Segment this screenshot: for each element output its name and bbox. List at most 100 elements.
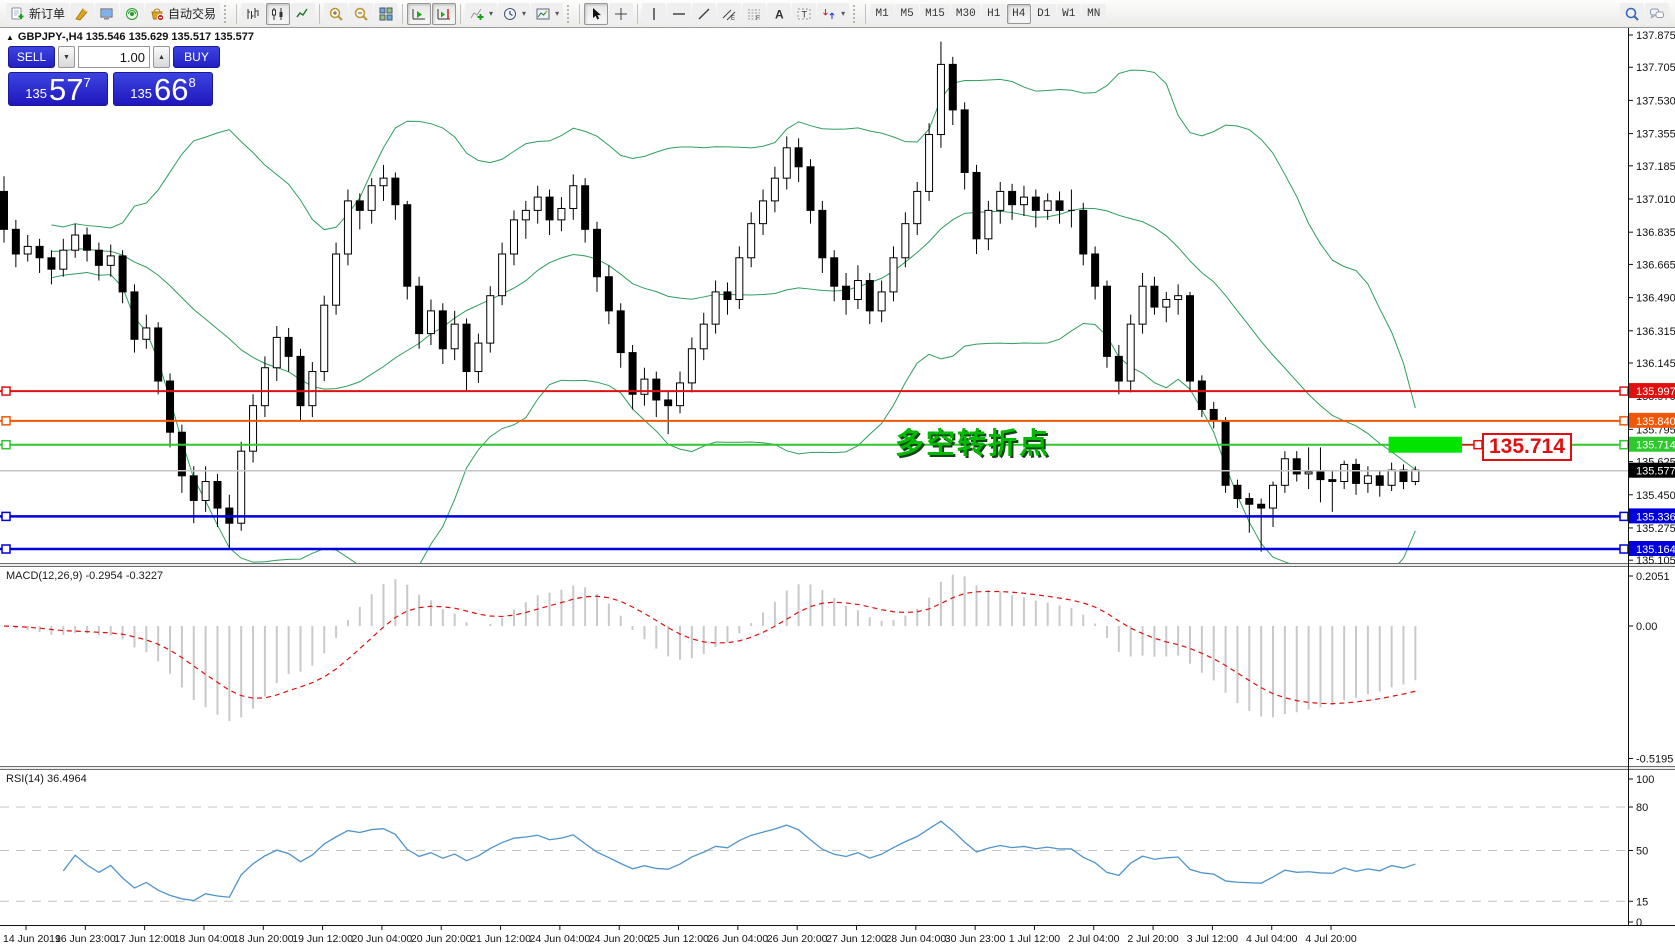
- templates-button[interactable]: ▾: [531, 2, 564, 25]
- chart-candles-button[interactable]: [266, 2, 291, 25]
- timeframe-h1-button[interactable]: H1: [981, 3, 1006, 24]
- label-button[interactable]: T: [792, 2, 817, 25]
- symbol-ohlc-text: GBPJPY-,H4 135.546 135.629 135.517 135.5…: [17, 31, 254, 43]
- timeframe-w1-button[interactable]: W1: [1056, 3, 1081, 24]
- volume-increase-button[interactable]: ▲: [153, 46, 170, 68]
- caret-down-icon[interactable]: ▾: [522, 9, 527, 18]
- new-order-button[interactable]: 新订单: [6, 2, 70, 25]
- line-handle[interactable]: [1, 544, 11, 554]
- callout-handle[interactable]: [1473, 439, 1483, 450]
- horizontal-price-lines[interactable]: [0, 386, 1629, 554]
- caret-down-icon[interactable]: ▾: [489, 9, 494, 18]
- line-handle[interactable]: [1619, 511, 1629, 522]
- svg-text:0: 0: [1636, 917, 1642, 929]
- timeframe-m1-button[interactable]: M1: [870, 3, 895, 24]
- timeframe-m15-button[interactable]: M15: [920, 3, 950, 24]
- zoom-out-button[interactable]: [349, 2, 374, 25]
- svg-text:2 Jul 20:00: 2 Jul 20:00: [1127, 933, 1179, 945]
- styler-icon: [74, 6, 90, 22]
- svg-text:19 Jun 12:00: 19 Jun 12:00: [292, 933, 353, 945]
- styler-button[interactable]: [70, 2, 95, 25]
- timeframe-mn-button[interactable]: MN: [1081, 3, 1106, 24]
- svg-text:18 Jun 20:00: 18 Jun 20:00: [233, 933, 294, 945]
- cursor-button[interactable]: [584, 2, 609, 25]
- pane-separator-1[interactable]: [0, 563, 1675, 567]
- pane-separator-2[interactable]: [0, 766, 1675, 770]
- crosshair-icon: [613, 6, 629, 22]
- svg-text:-0.5195: -0.5195: [1636, 753, 1673, 765]
- chat-button[interactable]: [1645, 2, 1669, 25]
- search-button[interactable]: [1620, 2, 1644, 25]
- toolbar-separator: [460, 3, 462, 24]
- autotrade-button[interactable]: 自动交易: [145, 2, 221, 25]
- svg-text:16 Jun 23:00: 16 Jun 23:00: [55, 933, 116, 945]
- chart-bars-icon: [245, 6, 261, 22]
- timeframe-m30-button[interactable]: M30: [950, 3, 981, 24]
- toolbar-grip[interactable]: [567, 4, 572, 23]
- price-axis[interactable]: 137.875 137.705 137.530 137.355 137.185 137.0…: [1628, 30, 1675, 567]
- toolbar-separator: [637, 3, 639, 24]
- chart-bars-button[interactable]: [241, 2, 266, 25]
- caret-down-icon[interactable]: ▾: [555, 9, 560, 18]
- fibonacci-button[interactable]: F: [742, 2, 767, 25]
- chart-candles-icon: [270, 6, 286, 22]
- arrows-button[interactable]: ▾: [817, 2, 850, 25]
- line-handle[interactable]: [1, 511, 11, 522]
- toolbar-grip[interactable]: [224, 4, 229, 23]
- trendline-icon: [696, 6, 712, 22]
- crosshair-button[interactable]: [609, 2, 634, 25]
- line-handle[interactable]: [1619, 544, 1629, 554]
- line-handle[interactable]: [1619, 439, 1629, 450]
- turning-point-annotation[interactable]: 多空转折点: [895, 428, 1051, 460]
- sell-price-point: 7: [83, 75, 91, 90]
- toolbar-separator: [579, 3, 581, 24]
- timeframe-d1-button[interactable]: D1: [1031, 3, 1056, 24]
- signals-button[interactable]: [120, 2, 145, 25]
- terminal-button[interactable]: [95, 2, 120, 25]
- volume-decrease-button[interactable]: ▼: [58, 46, 75, 68]
- channel-button[interactable]: E: [717, 2, 742, 25]
- price-badge: [1629, 412, 1675, 428]
- buy-price-box[interactable]: 135 66 8: [113, 72, 213, 106]
- sell-price-box[interactable]: 135 57 7: [8, 72, 108, 106]
- line-handle[interactable]: [1, 386, 11, 396]
- chart-shift-button[interactable]: [432, 2, 457, 25]
- price-callout-box[interactable]: 135.714: [1482, 433, 1572, 461]
- text-button[interactable]: A: [767, 2, 792, 25]
- one-click-trading-panel: SELL ▼ ▲ BUY 135 57 7 135 66 8: [8, 46, 224, 106]
- line-handle[interactable]: [1, 416, 11, 426]
- timeframe-h4-button[interactable]: H4: [1006, 3, 1031, 24]
- caret-down-icon[interactable]: ▾: [841, 9, 846, 18]
- sell-button[interactable]: SELL: [8, 46, 55, 68]
- line-handle[interactable]: [1, 439, 11, 450]
- zoom-in-button[interactable]: [324, 2, 349, 25]
- collapse-triangle-icon[interactable]: ▲: [6, 32, 14, 42]
- tile-windows-button[interactable]: [374, 2, 399, 25]
- macd-axis: 0.2051 0.00 -0.5195: [1628, 571, 1673, 765]
- green-zone-rectangle[interactable]: [1388, 436, 1462, 453]
- svg-text:20 Jun 04:00: 20 Jun 04:00: [352, 933, 413, 945]
- price-badge-label: 135.840: [1636, 416, 1675, 428]
- autoscroll-button[interactable]: [407, 2, 432, 25]
- toolbar-grip[interactable]: [853, 4, 858, 23]
- svg-text:25 Jun 12:00: 25 Jun 12:00: [648, 933, 709, 945]
- hline-button[interactable]: [667, 2, 692, 25]
- svg-text:24 Jun 20:00: 24 Jun 20:00: [589, 933, 650, 945]
- periods-button[interactable]: ▾: [498, 2, 531, 25]
- vline-button[interactable]: [642, 2, 667, 25]
- svg-text:137.010: 137.010: [1636, 194, 1675, 206]
- buy-button[interactable]: BUY: [173, 46, 220, 68]
- svg-text:137.530: 137.530: [1636, 95, 1675, 107]
- svg-text:135.275: 135.275: [1636, 523, 1675, 535]
- indicators-button[interactable]: ▾: [465, 2, 498, 25]
- indicators-icon: [469, 6, 485, 22]
- timeframe-m5-button[interactable]: M5: [895, 3, 920, 24]
- chart-line-button[interactable]: [291, 2, 316, 25]
- volume-input[interactable]: [78, 46, 150, 68]
- line-handle[interactable]: [1619, 416, 1629, 426]
- fibonacci-icon: F: [746, 6, 762, 22]
- line-handle[interactable]: [1619, 386, 1629, 396]
- trendline-button[interactable]: [692, 2, 717, 25]
